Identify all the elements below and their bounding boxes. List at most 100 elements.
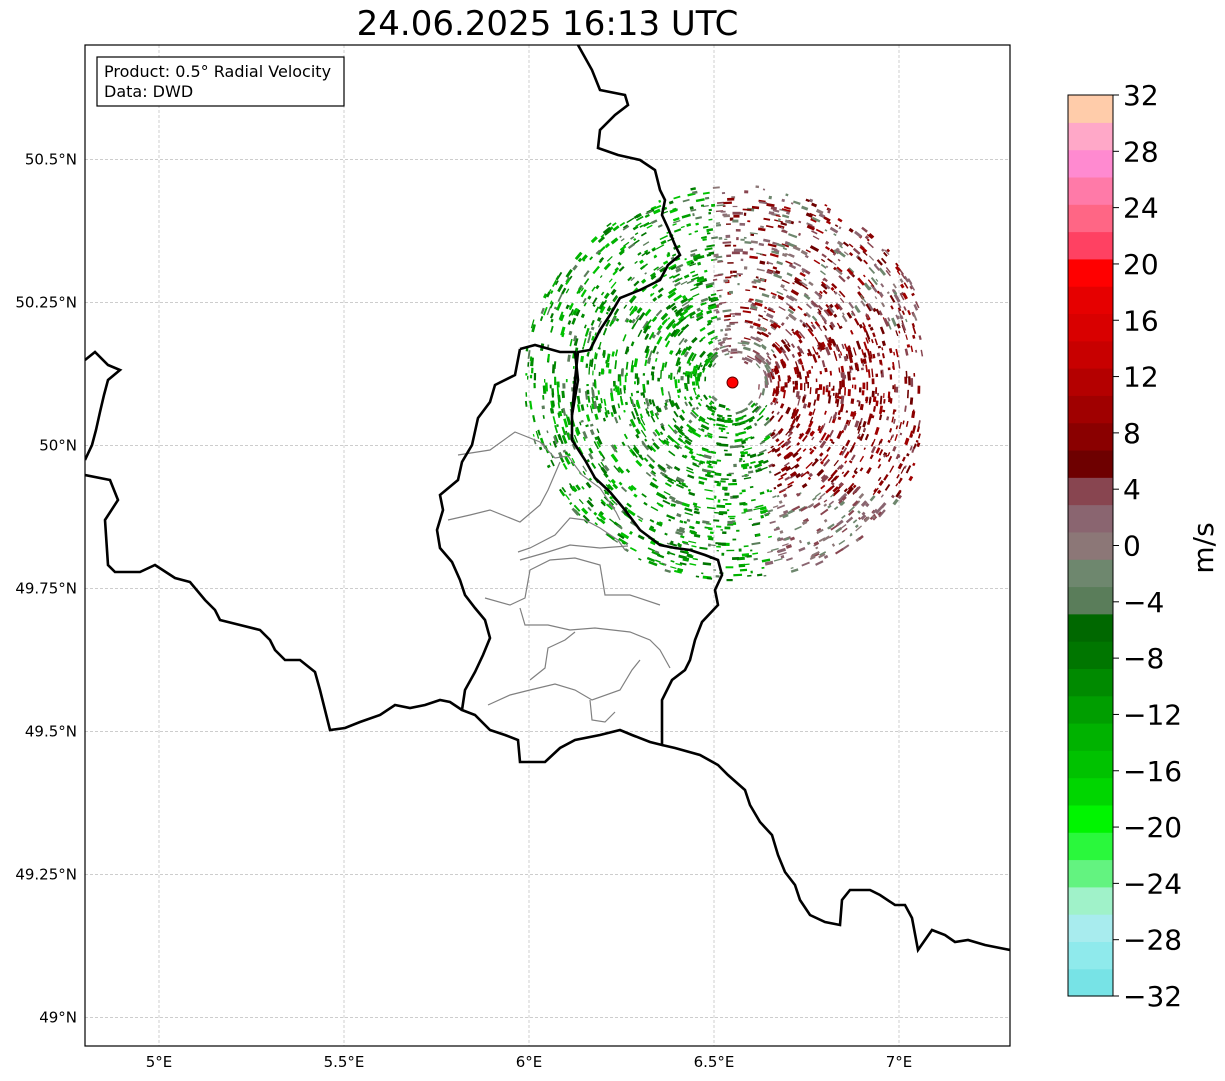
velocity-pixel [691, 409, 699, 417]
velocity-pixel [537, 429, 541, 436]
velocity-pixel [773, 273, 783, 279]
velocity-pixel [692, 463, 700, 468]
velocity-pixel [737, 350, 743, 354]
velocity-pixel [841, 343, 845, 350]
velocity-pixel [710, 293, 717, 297]
velocity-pixel [853, 470, 858, 475]
velocity-pixel [848, 251, 854, 257]
velocity-pixel [600, 368, 605, 375]
velocity-pixel [749, 466, 753, 469]
velocity-pixel [678, 526, 685, 532]
velocity-pixel [857, 421, 862, 431]
velocity-pixel [821, 360, 826, 368]
velocity-pixel [756, 268, 765, 272]
velocity-pixel [576, 395, 581, 405]
velocity-pixel [546, 353, 550, 362]
velocity-pixel [742, 251, 748, 255]
velocity-pixel [584, 327, 590, 337]
velocity-pixel [632, 225, 639, 231]
velocity-pixel [797, 398, 801, 406]
velocity-pixel [728, 290, 733, 294]
velocity-pixel [859, 403, 864, 411]
velocity-pixel [588, 366, 591, 375]
velocity-pixel [531, 324, 536, 333]
velocity-pixel [732, 557, 739, 561]
velocity-pixel [796, 492, 801, 497]
velocity-pixel [912, 409, 915, 415]
velocity-pixel [596, 428, 600, 434]
velocity-pixel [740, 258, 744, 262]
velocity-pixel [806, 371, 810, 378]
velocity-pixel [798, 220, 802, 224]
velocity-pixel [846, 486, 854, 495]
velocity-pixel [861, 511, 866, 516]
velocity-pixel [787, 343, 791, 348]
velocity-pixel [819, 492, 826, 498]
velocity-pixel [820, 258, 826, 263]
velocity-pixel [839, 351, 843, 356]
velocity-pixel [642, 325, 650, 334]
velocity-pixel [704, 434, 708, 438]
velocity-pixel [635, 215, 644, 222]
velocity-pixel [690, 261, 695, 265]
velocity-pixel [651, 219, 658, 225]
velocity-pixel [660, 370, 662, 379]
velocity-pixel [727, 414, 732, 417]
velocity-pixel [768, 374, 773, 383]
velocity-pixel [720, 480, 726, 483]
velocity-pixel [887, 439, 891, 443]
velocity-pixel [743, 508, 748, 512]
velocity-pixel [881, 353, 885, 359]
velocity-pixel [692, 253, 701, 259]
velocity-pixel [605, 319, 611, 327]
velocity-pixel [895, 348, 899, 358]
velocity-pixel [681, 540, 689, 545]
velocity-pixel [878, 509, 886, 518]
velocity-pixel [902, 420, 905, 425]
velocity-pixel [858, 493, 865, 500]
velocity-pixel [672, 223, 677, 226]
velocity-pixel [724, 314, 732, 318]
velocity-pixel [865, 396, 869, 402]
velocity-pixel [794, 380, 798, 386]
velocity-pixel [872, 406, 876, 412]
velocity-pixel [618, 481, 623, 486]
velocity-pixel [784, 338, 790, 345]
velocity-pixel [912, 462, 916, 467]
velocity-pixel [700, 428, 705, 432]
velocity-pixel [808, 326, 814, 332]
velocity-pixel [633, 493, 638, 498]
velocity-pixel [715, 310, 720, 314]
velocity-pixel [644, 359, 648, 367]
velocity-pixel [688, 401, 693, 407]
velocity-pixel [903, 282, 909, 289]
velocity-pixel [901, 456, 906, 462]
velocity-pixel [774, 398, 778, 406]
velocity-pixel [626, 508, 636, 517]
velocity-pixel [915, 349, 918, 353]
velocity-pixel [897, 360, 901, 369]
velocity-pixel [684, 257, 687, 261]
velocity-pixel [707, 330, 715, 336]
velocity-pixel [760, 278, 765, 281]
velocity-pixel [758, 407, 766, 416]
velocity-pixel [695, 406, 699, 410]
velocity-pixel [646, 444, 653, 452]
velocity-pixel [749, 255, 758, 260]
velocity-pixel [679, 562, 687, 566]
velocity-pixel [809, 447, 813, 451]
velocity-pixel [773, 367, 779, 375]
velocity-pixel [565, 304, 570, 310]
velocity-pixel [710, 450, 717, 454]
velocity-pixel [593, 363, 596, 370]
velocity-pixel [597, 320, 602, 328]
velocity-pixel [631, 411, 636, 420]
velocity-pixel [593, 352, 597, 359]
velocity-pixel [670, 329, 677, 338]
velocity-pixel [706, 309, 713, 315]
velocity-pixel [747, 470, 754, 474]
velocity-pixel [600, 291, 605, 296]
velocity-pixel [662, 273, 668, 278]
velocity-pixel [863, 516, 870, 523]
velocity-pixel [687, 428, 693, 434]
